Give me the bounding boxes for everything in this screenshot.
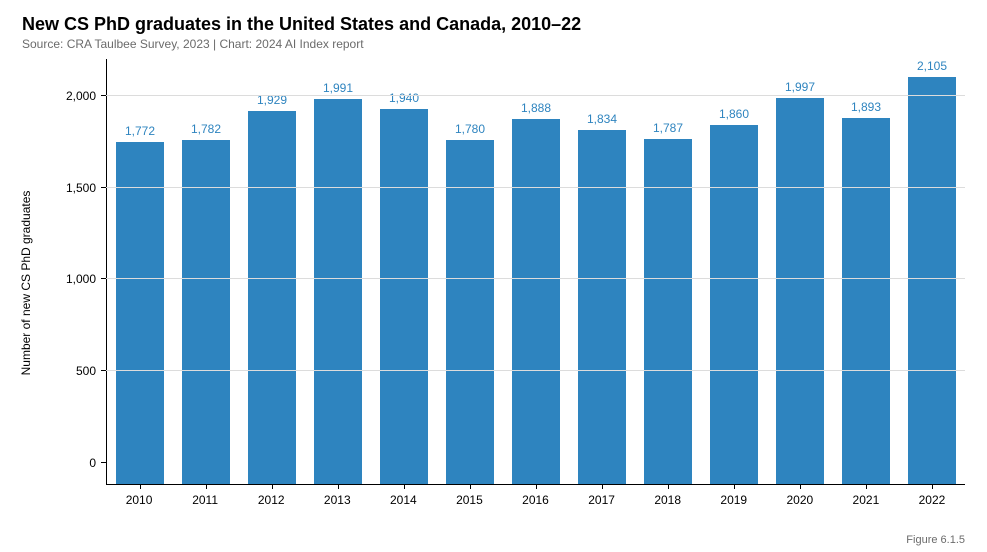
y-tick-mark — [101, 95, 106, 96]
y-tick-label: 1,500 — [66, 181, 96, 195]
x-tick-mark — [140, 484, 141, 489]
bar-value-label: 1,991 — [323, 81, 353, 95]
bar-value-label: 1,940 — [389, 91, 419, 105]
x-tick-mark — [932, 484, 933, 489]
x-tick-label: 2015 — [436, 493, 502, 507]
x-tick-label: 2010 — [106, 493, 172, 507]
bar: 1,782 — [182, 140, 231, 484]
y-tick-mark — [101, 462, 106, 463]
gridline — [106, 187, 965, 188]
bar: 1,893 — [842, 118, 891, 484]
bar-value-label: 1,772 — [125, 124, 155, 138]
bar-slot: 1,997 — [767, 59, 833, 484]
x-tick-mark — [602, 484, 603, 489]
bar-value-label: 1,893 — [851, 100, 881, 114]
x-tick-mark — [272, 484, 273, 489]
gridline — [106, 370, 965, 371]
bar: 1,860 — [710, 125, 759, 484]
y-axis-label: Number of new CS PhD graduates — [19, 191, 33, 376]
bar-slot: 1,991 — [305, 59, 371, 484]
x-tick-mark — [800, 484, 801, 489]
bar: 1,787 — [644, 139, 693, 484]
x-tick-label: 2012 — [238, 493, 304, 507]
chart-container: New CS PhD graduates in the United State… — [0, 0, 987, 552]
bar-slot: 1,929 — [239, 59, 305, 484]
bar-slot: 1,782 — [173, 59, 239, 484]
x-tick-label: 2011 — [172, 493, 238, 507]
chart-title: New CS PhD graduates in the United State… — [22, 14, 965, 35]
bar-value-label: 1,780 — [455, 122, 485, 136]
chart-subtitle: Source: CRA Taulbee Survey, 2023 | Chart… — [22, 37, 965, 51]
x-tick-mark — [206, 484, 207, 489]
bar: 1,991 — [314, 99, 363, 484]
y-tick-mark — [101, 370, 106, 371]
bar: 1,780 — [446, 140, 495, 484]
bar-slot: 1,772 — [107, 59, 173, 484]
gridline — [106, 95, 965, 96]
bar-slot: 1,888 — [503, 59, 569, 484]
bar-value-label: 1,888 — [521, 101, 551, 115]
bar: 1,772 — [116, 142, 165, 484]
x-tick-label: 2014 — [370, 493, 436, 507]
y-tick-mark — [101, 278, 106, 279]
bar-value-label: 1,787 — [653, 121, 683, 135]
bar-slot: 1,860 — [701, 59, 767, 484]
y-tick-label: 1,000 — [66, 272, 96, 286]
bar: 1,997 — [776, 98, 825, 484]
bars-region: 1,772 1,782 1,929 1,991 1,940 1,780 1,888 1,834… — [106, 59, 965, 485]
x-tick-mark — [668, 484, 669, 489]
bar-value-label: 1,782 — [191, 122, 221, 136]
x-tick-label: 2017 — [569, 493, 635, 507]
bar: 1,940 — [380, 109, 429, 484]
x-tick-label: 2021 — [833, 493, 899, 507]
bar-value-label: 1,834 — [587, 112, 617, 126]
bar: 1,888 — [512, 119, 561, 484]
bar: 2,105 — [908, 77, 957, 484]
x-tick-label: 2018 — [635, 493, 701, 507]
bar: 1,929 — [248, 111, 297, 484]
x-tick-label: 2019 — [701, 493, 767, 507]
x-tick-mark — [734, 484, 735, 489]
bar-slot: 1,893 — [833, 59, 899, 484]
bar-slot: 1,834 — [569, 59, 635, 484]
x-tick-mark — [470, 484, 471, 489]
bar-slot: 1,787 — [635, 59, 701, 484]
bar-value-label: 1,997 — [785, 80, 815, 94]
x-tick-mark — [536, 484, 537, 489]
x-tick-mark — [404, 484, 405, 489]
y-tick-label: 500 — [76, 364, 96, 378]
bar: 1,834 — [578, 130, 627, 484]
bar-slot: 1,780 — [437, 59, 503, 484]
plot: Number of new CS PhD graduates 1,7721,78… — [70, 59, 965, 507]
y-tick-mark — [101, 187, 106, 188]
x-tick-label: 2022 — [899, 493, 965, 507]
x-tick-label: 2013 — [304, 493, 370, 507]
plot-area: 1,772 1,782 1,929 1,991 1,940 1,780 1,888 1,834… — [106, 59, 965, 485]
x-tick-label: 2016 — [502, 493, 568, 507]
x-tick-label: 2020 — [767, 493, 833, 507]
bar-slot: 1,940 — [371, 59, 437, 484]
x-tick-mark — [866, 484, 867, 489]
figure-label: Figure 6.1.5 — [906, 534, 965, 546]
bar-slot: 2,105 — [899, 59, 965, 484]
gridline — [106, 278, 965, 279]
bar-value-label: 2,105 — [917, 59, 947, 73]
x-tick-mark — [338, 484, 339, 489]
x-axis-labels: 2010201120122013201420152016201720182019… — [106, 493, 965, 507]
y-tick-label: 0 — [89, 456, 96, 470]
bar-value-label: 1,860 — [719, 107, 749, 121]
y-tick-label: 2,000 — [66, 89, 96, 103]
